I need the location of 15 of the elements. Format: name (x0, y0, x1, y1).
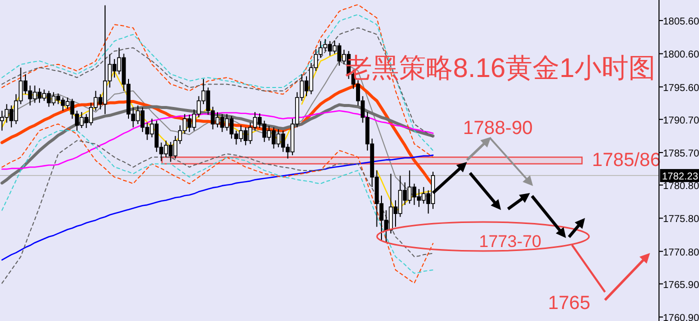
y-tick-label: 1805.60 (663, 16, 699, 28)
y-tick-label: 1780.80 (663, 181, 699, 192)
text: 1788-90 (463, 118, 533, 139)
y-tick-label: 1775.80 (663, 214, 699, 226)
y-tick-label: 1765.90 (663, 280, 699, 291)
y-tick-label: 1760.90 (663, 313, 699, 321)
y-tick-label: 1770.80 (663, 247, 699, 258)
text: 1773-70 (479, 232, 542, 251)
y-tick-label: 1785.70 (663, 148, 699, 160)
text: 1765 (548, 293, 590, 314)
y-tick-label: 1790.70 (663, 115, 699, 126)
y-tick-label: 1795.60 (663, 82, 699, 94)
ref-line-label: 1782.23 (662, 172, 699, 183)
line-series (1, 154, 434, 261)
y-tick-label: 1800.60 (663, 50, 699, 61)
